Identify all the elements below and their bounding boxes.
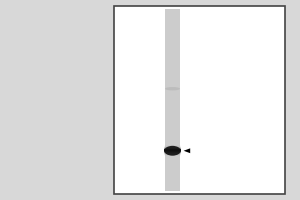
Text: 17: 17	[182, 150, 198, 163]
Text: 36: 36	[182, 84, 198, 97]
Text: 28: 28	[182, 107, 198, 120]
Text: 72: 72	[182, 16, 198, 29]
Text: 55: 55	[182, 41, 198, 54]
